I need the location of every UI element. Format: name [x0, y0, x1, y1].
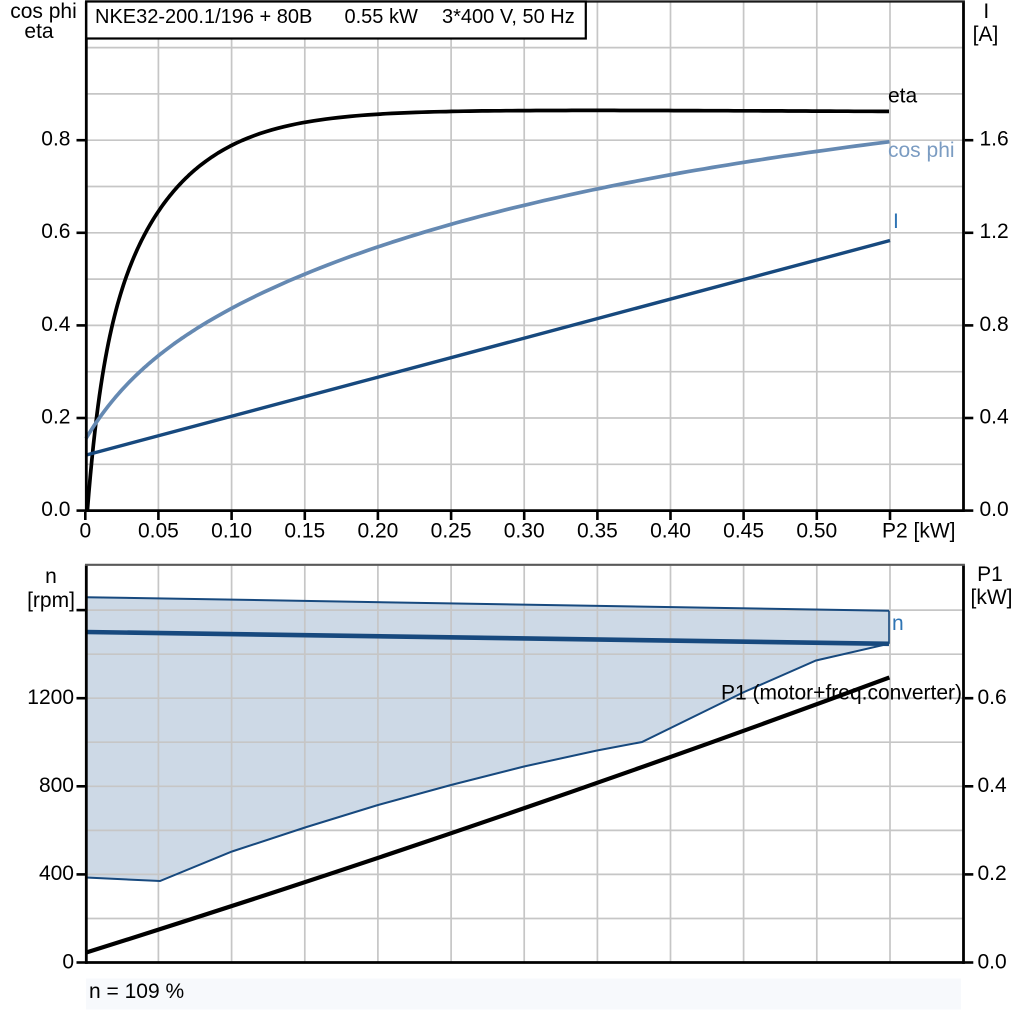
- svg-text:1.2: 1.2: [980, 220, 1009, 243]
- svg-text:n: n: [892, 612, 904, 635]
- svg-text:0.6: 0.6: [978, 686, 1007, 709]
- svg-text:0.05: 0.05: [138, 520, 179, 543]
- svg-text:cos phi: cos phi: [10, 0, 77, 23]
- svg-text:I: I: [983, 0, 989, 23]
- svg-text:0.4: 0.4: [978, 774, 1008, 797]
- svg-text:eta: eta: [24, 20, 54, 43]
- svg-text:I: I: [893, 210, 899, 233]
- svg-text:0: 0: [79, 520, 91, 543]
- svg-text:0.45: 0.45: [723, 520, 764, 543]
- svg-text:n = 109 %: n = 109 %: [89, 980, 184, 1003]
- svg-text:0.6: 0.6: [41, 220, 70, 243]
- svg-text:0.0: 0.0: [978, 950, 1007, 973]
- svg-text:P1: P1: [977, 563, 1003, 586]
- svg-text:0.50: 0.50: [796, 520, 837, 543]
- svg-text:NKE32-200.1/196 + 80B: NKE32-200.1/196 + 80B: [95, 6, 312, 28]
- svg-text:[rpm]: [rpm]: [27, 589, 75, 612]
- svg-text:[A]: [A]: [973, 23, 999, 46]
- svg-text:0: 0: [62, 950, 74, 973]
- svg-text:0.10: 0.10: [211, 520, 252, 543]
- svg-text:P1 (motor+freq.converter): P1 (motor+freq.converter): [721, 682, 962, 705]
- svg-text:0.25: 0.25: [431, 520, 472, 543]
- svg-text:eta: eta: [888, 85, 918, 108]
- svg-text:0.20: 0.20: [357, 520, 398, 543]
- svg-text:0.8: 0.8: [41, 128, 70, 151]
- svg-text:0.0: 0.0: [41, 498, 70, 521]
- svg-text:0.2: 0.2: [978, 862, 1007, 885]
- svg-text:0.4: 0.4: [41, 313, 71, 336]
- svg-text:0.0: 0.0: [980, 498, 1009, 521]
- svg-text:0.4: 0.4: [980, 405, 1010, 428]
- svg-text:P2 [kW]: P2 [kW]: [882, 520, 956, 543]
- svg-text:0.8: 0.8: [980, 313, 1009, 336]
- svg-text:0.30: 0.30: [504, 520, 545, 543]
- svg-text:400: 400: [39, 862, 74, 885]
- svg-text:3*400 V, 50 Hz: 3*400 V, 50 Hz: [442, 6, 575, 28]
- svg-text:0.2: 0.2: [41, 405, 70, 428]
- svg-text:1200: 1200: [27, 686, 74, 709]
- svg-text:0.35: 0.35: [577, 520, 618, 543]
- svg-text:0.55 kW: 0.55 kW: [345, 6, 418, 28]
- svg-text:1.6: 1.6: [980, 128, 1009, 151]
- svg-text:0.40: 0.40: [650, 520, 691, 543]
- svg-text:[kW]: [kW]: [971, 586, 1013, 609]
- svg-text:0.15: 0.15: [284, 520, 325, 543]
- svg-text:800: 800: [39, 774, 74, 797]
- svg-text:n: n: [45, 565, 57, 588]
- svg-text:cos phi: cos phi: [888, 139, 955, 162]
